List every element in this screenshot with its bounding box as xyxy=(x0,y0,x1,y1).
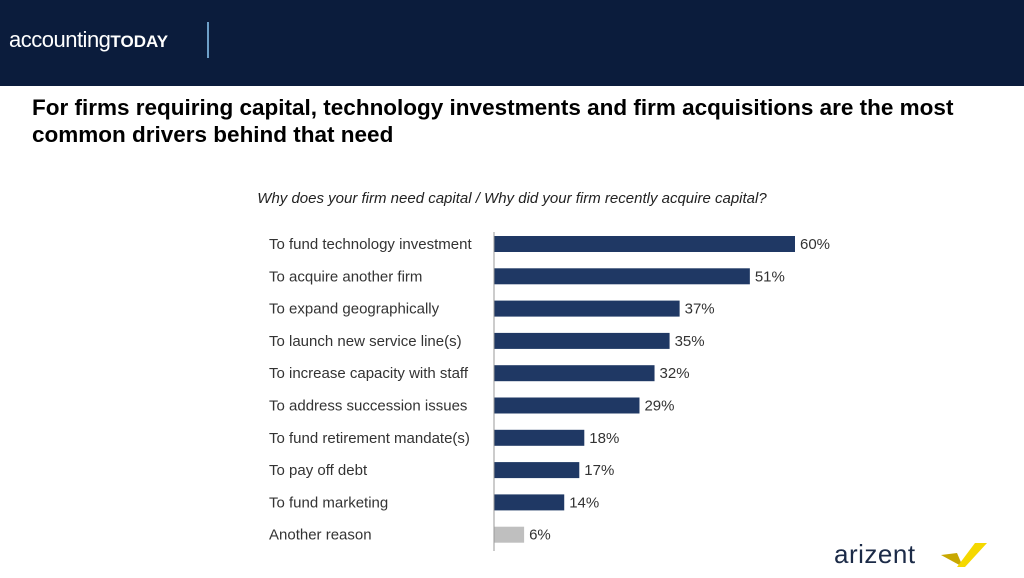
arizent-logo-text: arizent xyxy=(834,539,916,569)
category-label: Another reason xyxy=(269,527,372,544)
value-label: 6% xyxy=(529,527,551,544)
value-label: 14% xyxy=(569,494,599,511)
bar xyxy=(494,429,585,446)
bar xyxy=(494,268,750,285)
category-label: To address succession issues xyxy=(269,398,467,415)
value-label: 32% xyxy=(660,365,690,382)
value-label: 17% xyxy=(584,462,614,479)
value-label: 37% xyxy=(685,301,715,318)
category-label: To fund retirement mandate(s) xyxy=(269,430,470,447)
category-label: To launch new service line(s) xyxy=(269,333,462,350)
accounting-today-logo[interactable]: accountingTODAY xyxy=(9,27,168,53)
value-label: 29% xyxy=(644,398,674,415)
category-label: To pay off debt xyxy=(269,462,368,479)
category-label: To acquire another firm xyxy=(269,268,422,285)
bar xyxy=(494,236,795,252)
header-bar: accountingTODAY xyxy=(0,0,1024,86)
category-label: To fund technology investment xyxy=(269,236,472,253)
value-label: 51% xyxy=(755,268,785,285)
bar xyxy=(494,300,680,317)
slide-title: For firms requiring capital, technology … xyxy=(32,95,954,147)
category-label: To increase capacity with staff xyxy=(269,365,469,382)
chart-question: Why does your firm need capital / Why di… xyxy=(257,190,767,207)
bar xyxy=(494,397,640,414)
bar xyxy=(494,365,655,382)
value-label: 60% xyxy=(800,236,830,253)
bar xyxy=(494,462,580,479)
header-divider xyxy=(207,22,209,58)
bar xyxy=(494,332,670,349)
value-label: 18% xyxy=(589,430,619,447)
logo-text-bold: TODAY xyxy=(110,32,169,51)
bar xyxy=(494,494,565,511)
value-label: 35% xyxy=(675,333,705,350)
chart-title: Why does your firm need capital / Why di… xyxy=(0,190,1024,207)
bar xyxy=(494,526,525,543)
arizent-logo: arizent xyxy=(834,539,987,570)
arizent-check-icon xyxy=(941,543,987,567)
category-label: To fund marketing xyxy=(269,494,388,511)
logo-text: accounting xyxy=(9,27,111,52)
category-label: To expand geographically xyxy=(269,301,440,318)
